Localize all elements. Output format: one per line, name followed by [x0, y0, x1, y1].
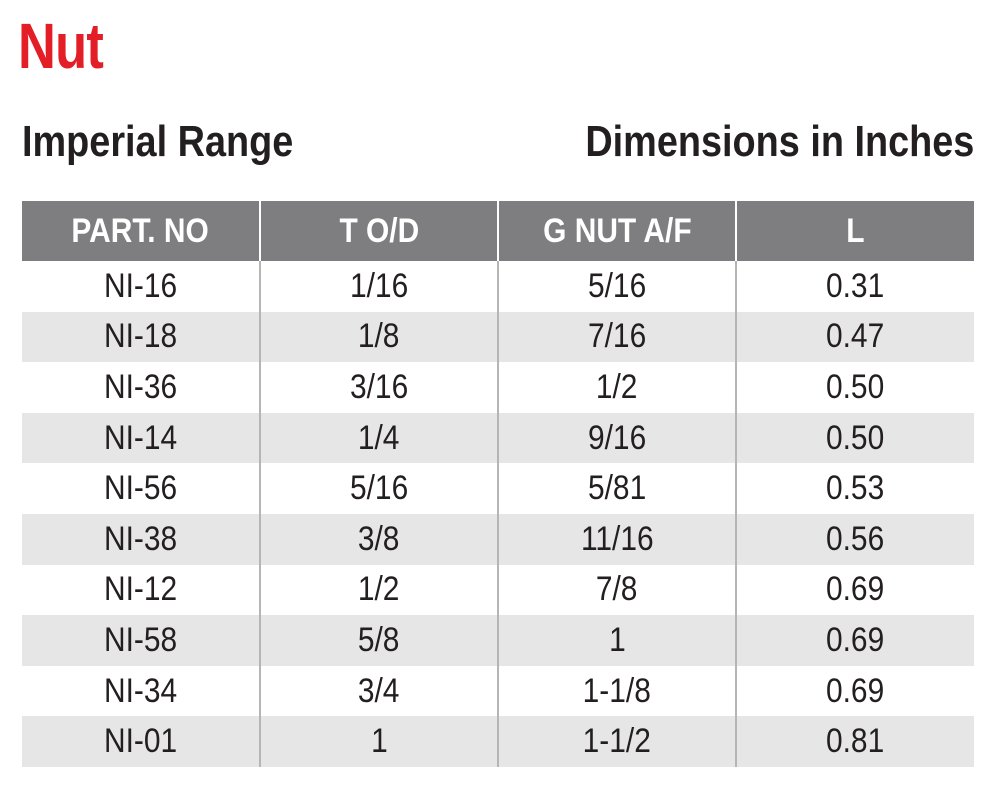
cell-g-nut-af: 9/16	[497, 412, 736, 464]
column-header-t-od: T O/D	[259, 201, 498, 261]
page-title: Nut	[18, 10, 104, 82]
range-label: Imperial Range	[22, 117, 294, 166]
cell-l: 0.69	[735, 665, 974, 717]
cell-part-no: NI-36	[22, 362, 260, 413]
cell-part-no: NI-38	[22, 513, 260, 565]
table-row: NI-14 1/4 9/16 0.50	[22, 412, 974, 464]
table-row: NI-36 3/16 1/2 0.50	[22, 362, 974, 413]
cell-g-nut-af: 1/2	[497, 362, 736, 413]
cell-part-no: NI-16	[22, 261, 260, 312]
cell-part-no: NI-58	[22, 615, 260, 666]
table-row: NI-12 1/2 7/8 0.69	[22, 564, 974, 616]
table-row: NI-16 1/16 5/16 0.31	[22, 261, 974, 312]
cell-t-od: 1	[259, 716, 498, 767]
cell-t-od: 3/4	[259, 665, 498, 717]
cell-g-nut-af: 7/16	[497, 311, 736, 363]
column-header-part-no: PART. NO	[22, 201, 260, 261]
table-row: NI-38 3/8 11/16 0.56	[22, 513, 974, 565]
cell-l: 0.53	[735, 463, 974, 514]
cell-l: 0.31	[735, 261, 974, 312]
cell-l: 0.81	[735, 716, 974, 767]
units-label: Dimensions in Inches	[584, 117, 974, 166]
table-row: NI-58 5/8 1 0.69	[22, 615, 974, 666]
column-header-g-nut-af: G NUT A/F	[497, 201, 736, 261]
table-header-row: PART. NO T O/D G NUT A/F L	[22, 201, 974, 261]
cell-part-no: NI-34	[22, 665, 260, 717]
cell-t-od: 1/2	[259, 564, 498, 616]
table-row: NI-18 1/8 7/16 0.47	[22, 311, 974, 363]
cell-t-od: 1/8	[259, 311, 498, 363]
cell-t-od: 5/8	[259, 615, 498, 666]
cell-t-od: 5/16	[259, 463, 498, 514]
cell-l: 0.69	[735, 564, 974, 616]
cell-l: 0.69	[735, 615, 974, 666]
cell-l: 0.56	[735, 513, 974, 565]
cell-g-nut-af: 1	[497, 615, 736, 666]
cell-l: 0.47	[735, 311, 974, 363]
cell-t-od: 1/16	[259, 261, 498, 312]
cell-t-od: 3/16	[259, 362, 498, 413]
cell-g-nut-af: 5/81	[497, 463, 736, 514]
cell-part-no: NI-18	[22, 311, 260, 363]
cell-g-nut-af: 11/16	[497, 513, 736, 565]
cell-g-nut-af: 7/8	[497, 564, 736, 616]
cell-part-no: NI-56	[22, 463, 260, 514]
cell-part-no: NI-01	[22, 716, 260, 767]
subtitle-row: Imperial Range Dimensions in Inches	[22, 120, 974, 170]
cell-g-nut-af: 1-1/2	[497, 716, 736, 767]
dimensions-table: PART. NO T O/D G NUT A/F L NI-16 1/16 5/…	[22, 201, 974, 767]
cell-g-nut-af: 1-1/8	[497, 665, 736, 717]
table-row: NI-34 3/4 1-1/8 0.69	[22, 665, 974, 717]
cell-t-od: 1/4	[259, 412, 498, 464]
table-row: NI-01 1 1-1/2 0.81	[22, 716, 974, 767]
cell-part-no: NI-14	[22, 412, 260, 464]
cell-part-no: NI-12	[22, 564, 260, 616]
cell-t-od: 3/8	[259, 513, 498, 565]
cell-l: 0.50	[735, 412, 974, 464]
cell-g-nut-af: 5/16	[497, 261, 736, 312]
cell-l: 0.50	[735, 362, 974, 413]
table-row: NI-56 5/16 5/81 0.53	[22, 463, 974, 514]
column-header-l: L	[735, 201, 974, 261]
